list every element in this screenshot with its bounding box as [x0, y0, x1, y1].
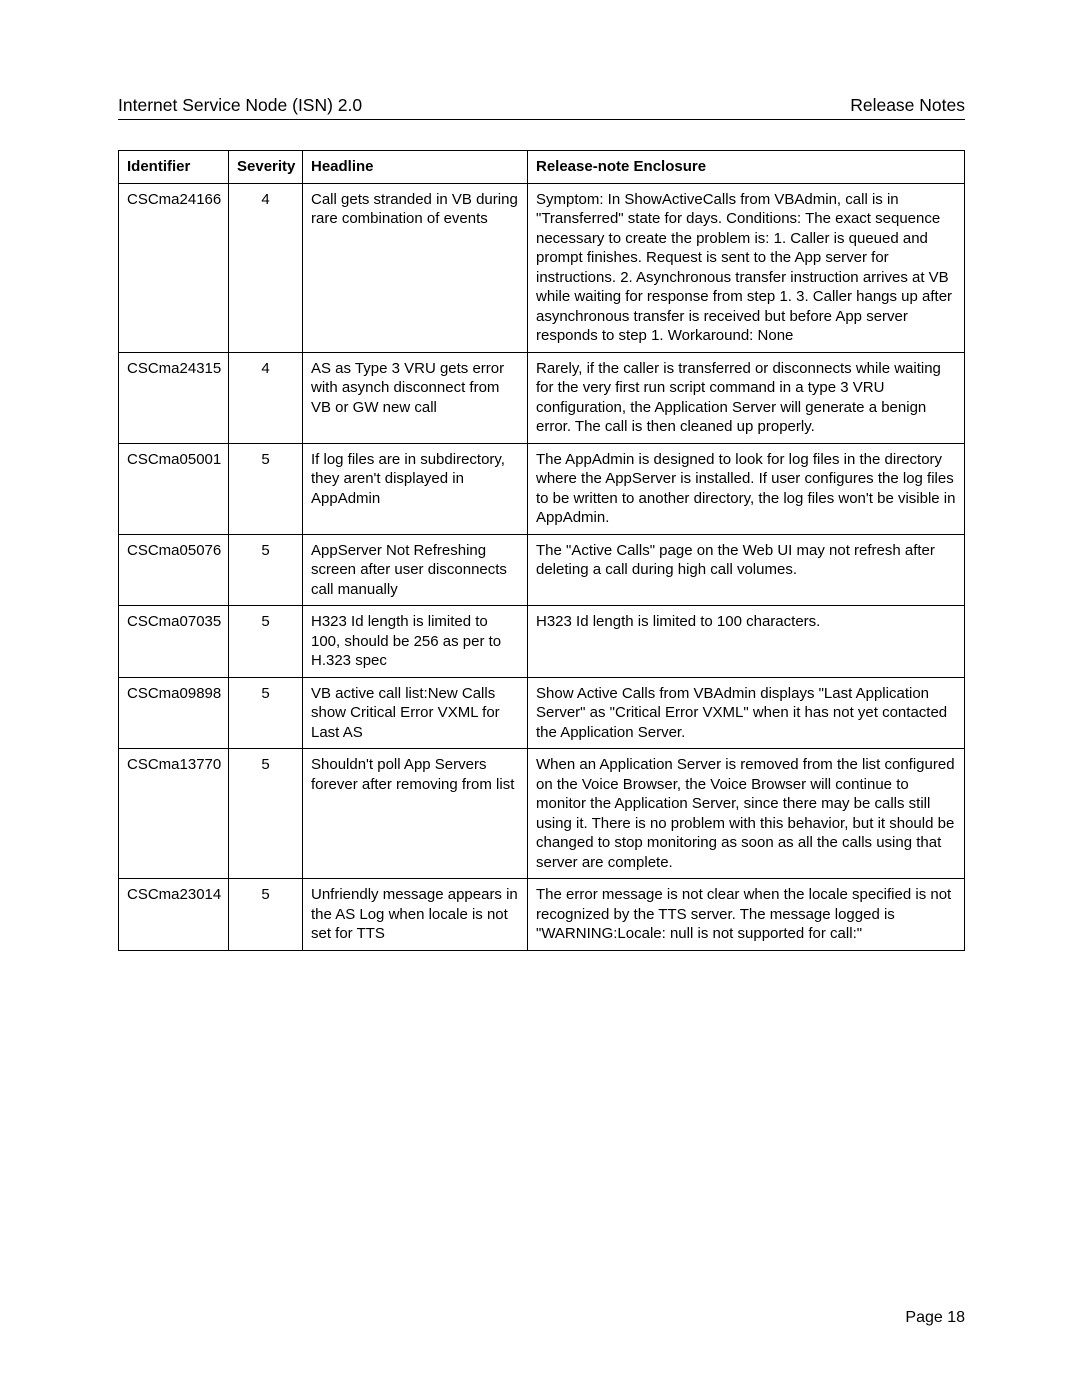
document-page: Internet Service Node (ISN) 2.0 Release …	[0, 0, 1080, 1397]
table-row: CSCma24166 4 Call gets stranded in VB du…	[119, 183, 965, 352]
cell-identifier: CSCma05076	[119, 534, 229, 606]
cell-severity: 5	[229, 879, 303, 951]
cell-enclosure: Show Active Calls from VBAdmin displays …	[528, 677, 965, 749]
table-row: CSCma07035 5 H323 Id length is limited t…	[119, 606, 965, 678]
cell-headline: Call gets stranded in VB during rare com…	[303, 183, 528, 352]
cell-identifier: CSCma24166	[119, 183, 229, 352]
cell-identifier: CSCma05001	[119, 443, 229, 534]
cell-enclosure: The error message is not clear when the …	[528, 879, 965, 951]
cell-headline: H323 Id length is limited to 100, should…	[303, 606, 528, 678]
col-severity: Severity	[229, 151, 303, 184]
cell-identifier: CSCma23014	[119, 879, 229, 951]
cell-identifier: CSCma09898	[119, 677, 229, 749]
cell-headline: Shouldn't poll App Servers forever after…	[303, 749, 528, 879]
cell-headline: AppServer Not Refreshing screen after us…	[303, 534, 528, 606]
page-header: Internet Service Node (ISN) 2.0 Release …	[118, 95, 965, 120]
table-header-row: Identifier Severity Headline Release-not…	[119, 151, 965, 184]
cell-enclosure: Symptom: In ShowActiveCalls from VBAdmin…	[528, 183, 965, 352]
cell-headline: If log files are in subdirectory, they a…	[303, 443, 528, 534]
cell-severity: 4	[229, 352, 303, 443]
table-row: CSCma05076 5 AppServer Not Refreshing sc…	[119, 534, 965, 606]
table-row: CSCma24315 4 AS as Type 3 VRU gets error…	[119, 352, 965, 443]
cell-enclosure: The AppAdmin is designed to look for log…	[528, 443, 965, 534]
header-title-left: Internet Service Node (ISN) 2.0	[118, 95, 362, 116]
cell-headline: AS as Type 3 VRU gets error with asynch …	[303, 352, 528, 443]
cell-severity: 5	[229, 606, 303, 678]
table-row: CSCma05001 5 If log files are in subdire…	[119, 443, 965, 534]
cell-enclosure: H323 Id length is limited to 100 charact…	[528, 606, 965, 678]
cell-severity: 5	[229, 443, 303, 534]
cell-identifier: CSCma13770	[119, 749, 229, 879]
cell-enclosure: Rarely, if the caller is transferred or …	[528, 352, 965, 443]
col-enclosure: Release-note Enclosure	[528, 151, 965, 184]
cell-severity: 5	[229, 534, 303, 606]
release-notes-table: Identifier Severity Headline Release-not…	[118, 150, 965, 951]
table-row: CSCma09898 5 VB active call list:New Cal…	[119, 677, 965, 749]
cell-headline: VB active call list:New Calls show Criti…	[303, 677, 528, 749]
table-row: CSCma13770 5 Shouldn't poll App Servers …	[119, 749, 965, 879]
col-headline: Headline	[303, 151, 528, 184]
cell-identifier: CSCma07035	[119, 606, 229, 678]
cell-severity: 5	[229, 677, 303, 749]
cell-headline: Unfriendly message appears in the AS Log…	[303, 879, 528, 951]
col-identifier: Identifier	[119, 151, 229, 184]
cell-severity: 5	[229, 749, 303, 879]
cell-enclosure: The "Active Calls" page on the Web UI ma…	[528, 534, 965, 606]
header-title-right: Release Notes	[850, 95, 965, 116]
cell-enclosure: When an Application Server is removed fr…	[528, 749, 965, 879]
table-row: CSCma23014 5 Unfriendly message appears …	[119, 879, 965, 951]
cell-severity: 4	[229, 183, 303, 352]
cell-identifier: CSCma24315	[119, 352, 229, 443]
page-number: Page 18	[905, 1309, 965, 1327]
table-body: CSCma24166 4 Call gets stranded in VB du…	[119, 183, 965, 950]
